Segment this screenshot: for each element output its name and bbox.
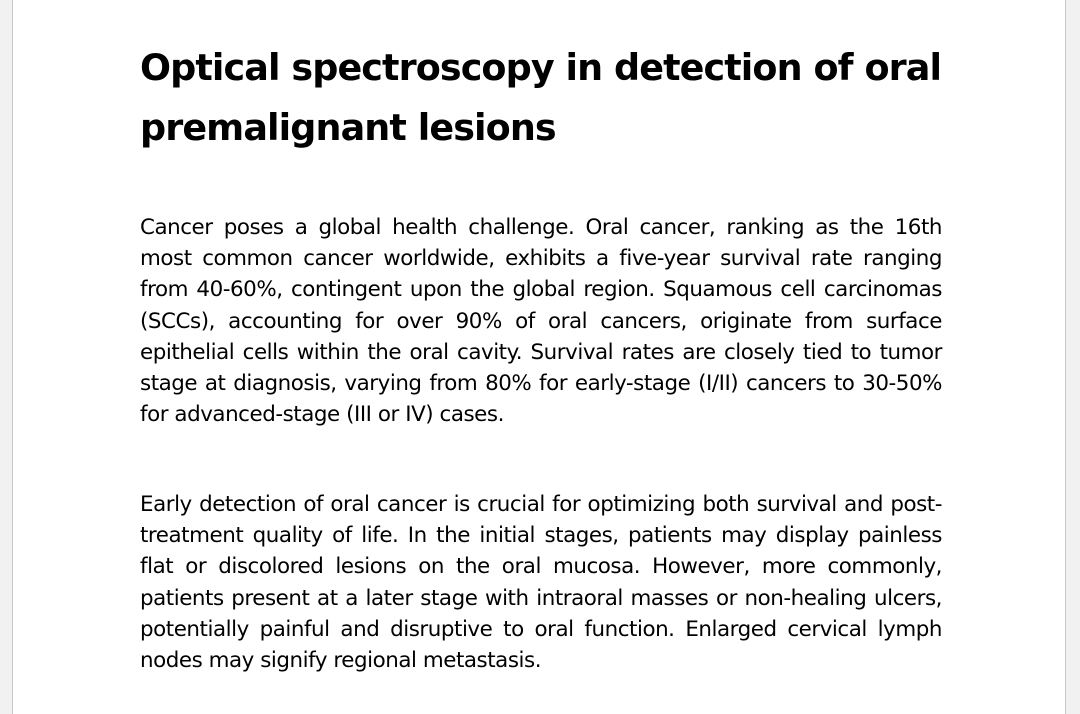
paragraph-2: Early detection of oral cancer is crucia…	[140, 492, 942, 674]
document-title: Optical spectroscopy in detection of ora…	[140, 46, 942, 149]
document-page: Optical spectroscopy in detection of ora…	[12, 0, 1066, 714]
paragraph-1: Cancer poses a global health challenge. …	[140, 215, 942, 428]
